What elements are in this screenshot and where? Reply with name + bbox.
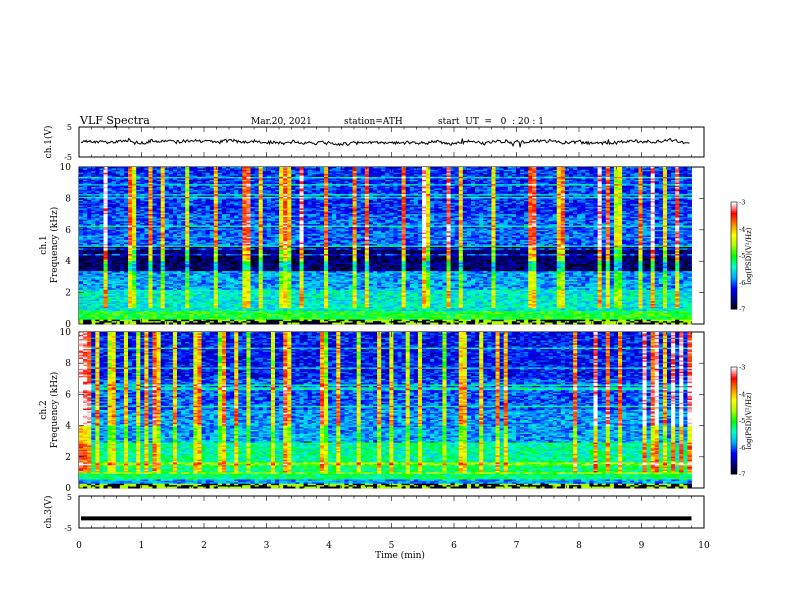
ch1-spectrogram-cells [79, 167, 692, 324]
start-time-label: start UT = 0 : 20 : 1 [438, 117, 544, 127]
ch1-waveform-panel: 5 -5 ch.1(V) [43, 123, 704, 162]
chart-title: VLF Spectra [79, 114, 150, 127]
station-label: station=ATH [344, 117, 403, 127]
ch1-ytick-top: 5 [67, 123, 72, 132]
ch1-ytick-bottom: -5 [64, 153, 72, 162]
ch1-ylabel: ch.1(V) [43, 126, 54, 159]
vlf-figure: VLF Spectra Mar.20, 2021 station=ATH sta… [0, 0, 792, 612]
date-label: Mar.20, 2021 [251, 117, 312, 127]
